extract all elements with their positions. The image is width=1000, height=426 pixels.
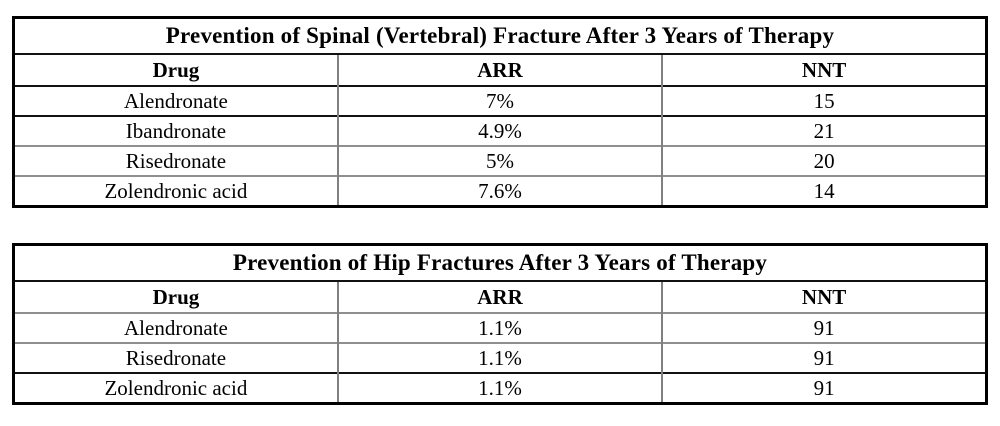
arr-cell: 1.1% [336,312,663,343]
arr-cell: 7.6% [336,175,663,207]
table-row: Risedronate 1.1% 91 [13,342,987,373]
nnt-cell: 91 [661,312,987,343]
spinal-fracture-table: Prevention of Spinal (Vertebral) Fractur… [12,16,988,208]
table-row: Risedronate 5% 20 [13,145,987,176]
drug-cell: Zolendronic acid [13,372,338,404]
arr-cell: 5% [336,145,663,176]
column-header-drug: Drug [13,280,338,313]
nnt-cell: 91 [661,342,987,373]
drug-cell: Risedronate [13,145,338,176]
hip-table-title: Prevention of Hip Fractures After 3 Year… [232,250,768,275]
table-row: Alendronate 1.1% 91 [13,312,987,343]
table-row: Ibandronate 4.9% 21 [13,115,987,146]
arr-cell: 1.1% [336,342,663,373]
hip-fracture-table: Prevention of Hip Fractures After 3 Year… [12,243,988,405]
nnt-cell: 20 [661,145,987,176]
drug-cell: Alendronate [13,312,338,343]
column-header-nnt: NNT [661,53,987,86]
drug-cell: Ibandronate [13,115,338,146]
arr-cell: 7% [336,85,663,116]
drug-cell: Risedronate [13,342,338,373]
drug-cell: Alendronate [13,85,338,116]
table-row: Zolendronic acid 7.6% 14 [13,175,987,207]
table-row: Prevention of Spinal (Vertebral) Fractur… [14,18,987,55]
table-row: Prevention of Hip Fractures After 3 Year… [14,245,987,282]
table-row: Zolendronic acid 1.1% 91 [13,372,987,404]
arr-cell: 1.1% [336,372,663,404]
column-header-nnt: NNT [661,280,987,313]
nnt-cell: 14 [661,175,987,207]
table-row: Alendronate 7% 15 [13,85,987,116]
nnt-cell: 15 [661,85,987,116]
drug-cell: Zolendronic acid [13,175,338,207]
arr-cell: 4.9% [336,115,663,146]
column-header-arr: ARR [336,53,663,86]
table-header-row: Drug ARR NNT [13,280,987,313]
nnt-cell: 21 [661,115,987,146]
nnt-cell: 91 [661,372,987,404]
spinal-table-title: Prevention of Spinal (Vertebral) Fractur… [165,23,835,48]
column-header-arr: ARR [336,280,663,313]
table-header-row: Drug ARR NNT [13,53,987,86]
column-header-drug: Drug [13,53,338,86]
